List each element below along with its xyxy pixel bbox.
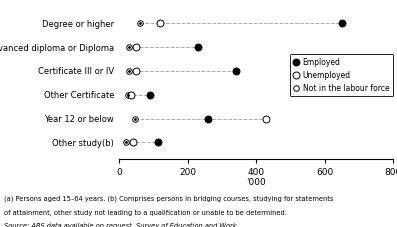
Legend: Employed, Unemployed, Not in the labour force: Employed, Unemployed, Not in the labour … (289, 54, 393, 96)
Text: (a) Persons aged 15–64 years. (b) Comprises persons in bridging courses, studyin: (a) Persons aged 15–64 years. (b) Compri… (4, 196, 333, 202)
X-axis label: '000: '000 (246, 178, 266, 187)
Text: of attainment, other study not leading to a qualification or unable to be determ: of attainment, other study not leading t… (4, 210, 287, 215)
Text: Source: ABS data available on request, Survey of Education and Work: Source: ABS data available on request, S… (4, 223, 237, 227)
